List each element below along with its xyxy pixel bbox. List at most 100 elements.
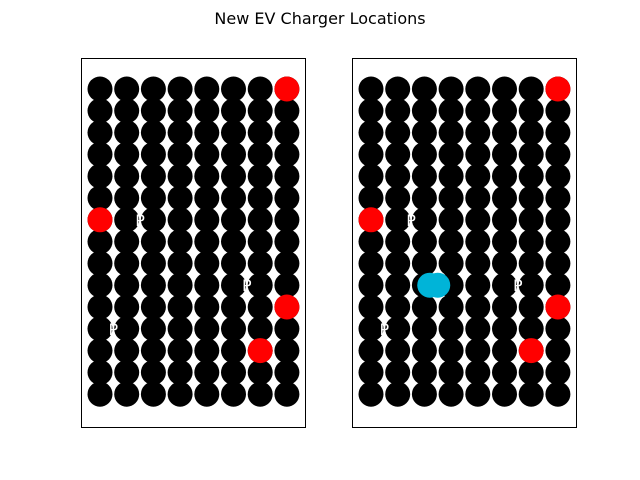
grid-dot (437, 382, 439, 384)
grid-marker (247, 185, 273, 211)
grid-dot (166, 164, 168, 166)
grid-marker (492, 207, 517, 233)
grid-marker (518, 316, 544, 342)
grid-marker (194, 381, 220, 407)
grid-marker (114, 98, 140, 124)
grid-dot (219, 99, 221, 101)
grid-marker (221, 141, 246, 167)
grid-marker (358, 185, 384, 211)
grid-dot (246, 186, 248, 188)
grid-dot (543, 208, 546, 210)
grid-marker (247, 250, 273, 276)
grid-dot (490, 360, 492, 363)
grid-marker (87, 381, 113, 407)
grid-dot (192, 230, 195, 232)
grid-dot (166, 360, 168, 363)
parking-label: P (513, 276, 523, 295)
grid-marker (140, 120, 166, 146)
grid-marker (87, 76, 113, 102)
grid-marker (518, 250, 544, 276)
grid-marker (140, 272, 166, 298)
grid-dot (272, 208, 275, 210)
grid-dot (166, 121, 168, 123)
grid-marker (87, 141, 113, 167)
grid-marker (465, 141, 491, 167)
grid-dot (543, 121, 546, 123)
grid-marker (518, 381, 544, 407)
grid-dots (410, 99, 546, 384)
grid-dot (517, 382, 519, 384)
grid-dot (139, 382, 141, 384)
grid-dot (219, 382, 221, 384)
grid-dot (139, 186, 141, 188)
grid-marker (140, 76, 166, 102)
grid-marker (274, 381, 300, 407)
grid-dot (246, 317, 248, 319)
grid-marker (247, 229, 273, 255)
grid-dot (139, 121, 141, 123)
grid-dot (272, 99, 275, 101)
grid-marker (87, 120, 113, 146)
grid-marker (167, 229, 193, 255)
grid-marker (167, 207, 193, 233)
grid-marker (358, 338, 384, 364)
grid-marker (492, 76, 517, 102)
grid-marker (518, 229, 544, 255)
grid-marker (274, 141, 300, 167)
grid-marker (221, 185, 246, 211)
grid-marker (411, 207, 437, 233)
grid-dot (463, 382, 466, 384)
grid-dot (139, 295, 141, 297)
grid-dot (490, 164, 492, 166)
grid-marker (221, 250, 246, 276)
figure-title: New EV Charger Locations (214, 9, 425, 28)
grid-marker (274, 229, 300, 255)
grid-marker (221, 316, 246, 342)
existing-charger-marker (545, 294, 571, 320)
grid-marker (358, 294, 384, 320)
grid-dot (272, 273, 275, 275)
grid-marker (167, 272, 193, 298)
grid-marker (411, 229, 437, 255)
grid-marker (114, 250, 140, 276)
grid-marker (545, 163, 571, 189)
grid-marker (465, 185, 491, 211)
grid-dot (246, 164, 248, 166)
grid-marker (385, 272, 411, 298)
grid-dot (437, 360, 439, 363)
grid-dot (463, 317, 466, 319)
grid-marker (438, 229, 464, 255)
grid-marker (221, 207, 246, 233)
grid-dot (272, 339, 275, 341)
grid-dot (139, 142, 141, 145)
grid-dot (517, 164, 519, 166)
grid-marker (492, 359, 517, 385)
grid-dot (490, 208, 492, 210)
grid-marker (221, 120, 246, 146)
grid-marker (545, 272, 571, 298)
grid-marker (221, 294, 246, 320)
grid-dot (272, 382, 275, 384)
grid-marker (247, 120, 273, 146)
grid-dot (463, 208, 466, 210)
grid-marker (114, 272, 140, 298)
grid-marker (518, 359, 544, 385)
grid-dot (139, 208, 141, 210)
grid-marker (492, 163, 517, 189)
grid-marker (274, 120, 300, 146)
grid-dot (517, 230, 519, 232)
grid-marker (385, 120, 411, 146)
grid-dot (272, 121, 275, 123)
grid-marker (385, 141, 411, 167)
chart-panel-1: P P P (81, 58, 306, 428)
grid-dot (463, 360, 466, 363)
grid-dot (437, 339, 439, 341)
grid-dots (139, 99, 275, 384)
grid-dot (166, 295, 168, 297)
grid-marker (247, 141, 273, 167)
grid-dot (219, 295, 221, 297)
grid-marker (492, 294, 517, 320)
grid-marker (492, 381, 517, 407)
grid-marker (438, 359, 464, 385)
grid-dot (463, 251, 466, 254)
